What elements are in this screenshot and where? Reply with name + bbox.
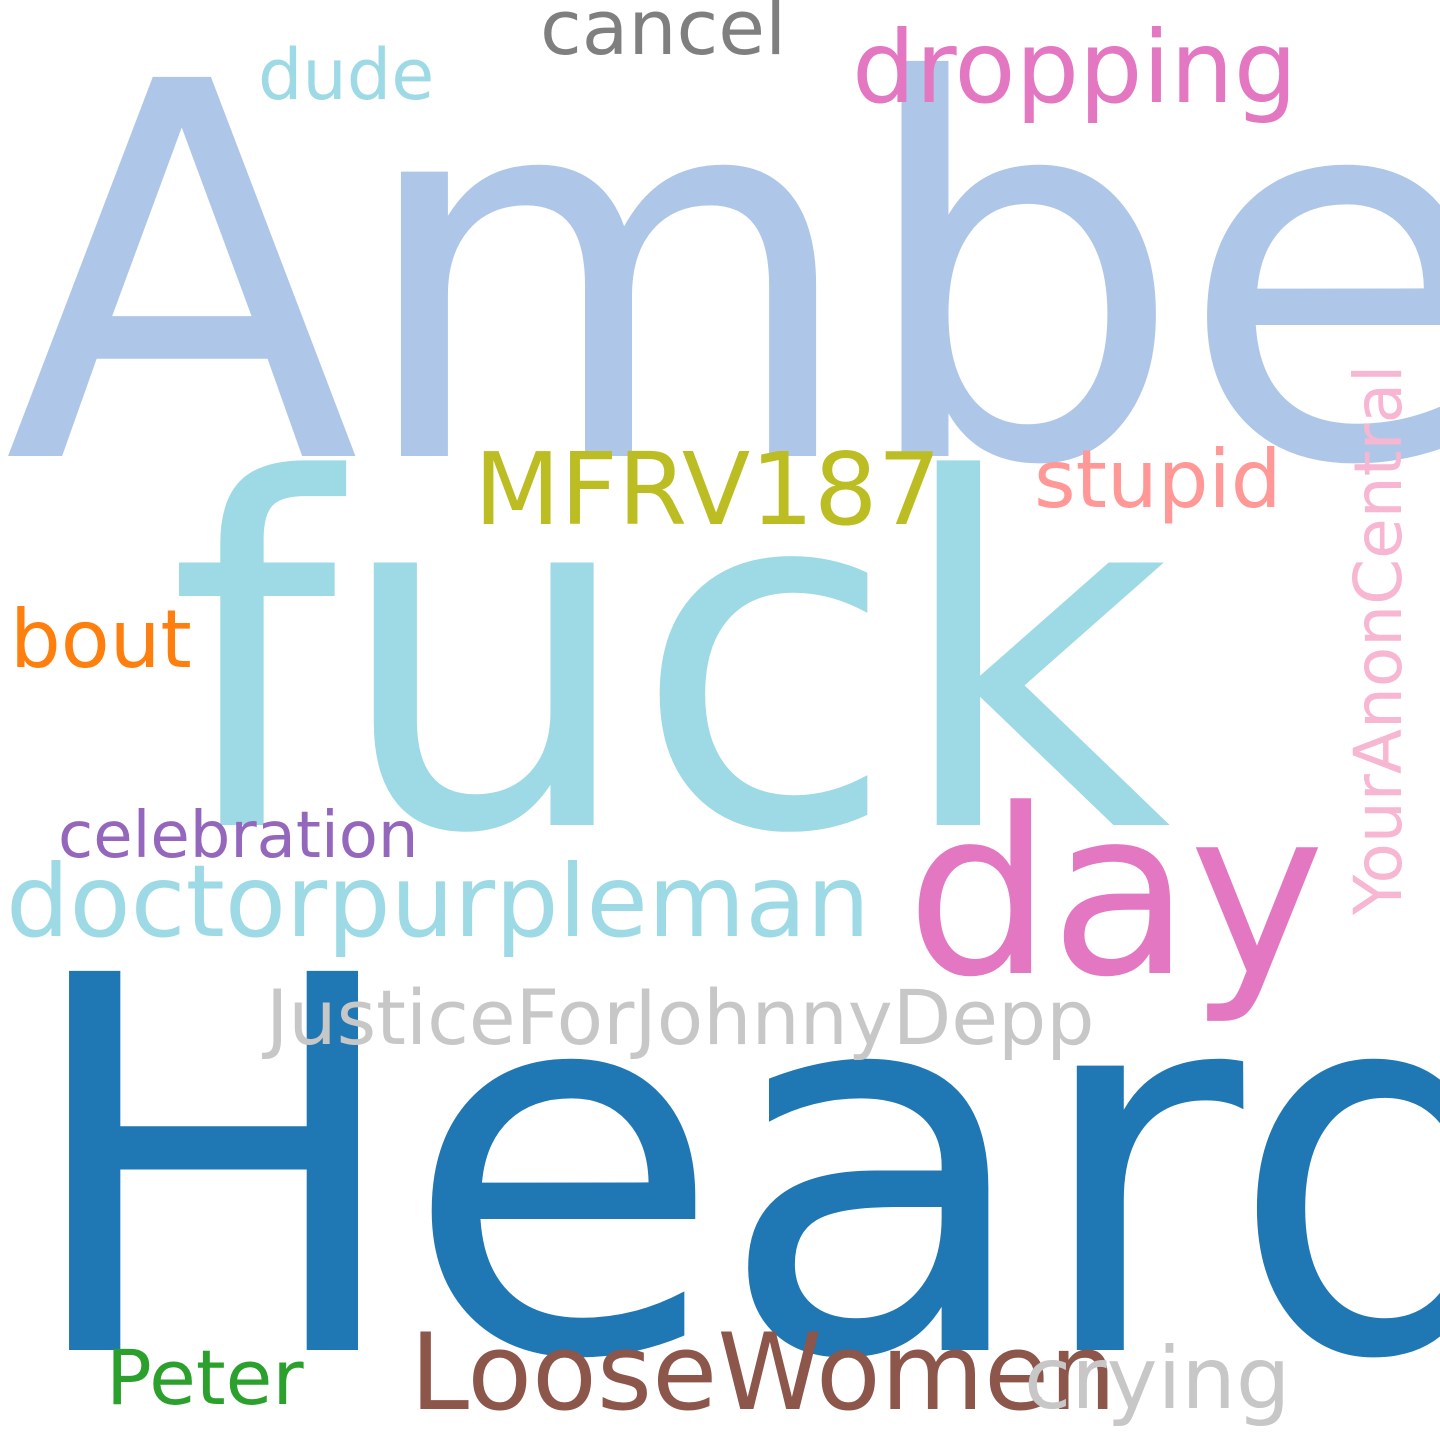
word-mfrv187: MFRV187 bbox=[474, 431, 942, 548]
word-dude: dude bbox=[258, 34, 435, 116]
word-stupid: stupid bbox=[1034, 433, 1282, 526]
word-bout: bout bbox=[10, 593, 192, 686]
word-heard: Heard bbox=[18, 867, 1440, 1440]
word-dropping: dropping bbox=[852, 9, 1298, 126]
word-justiceforjohnnydepp: JusticeForJohnnyDepp bbox=[266, 973, 1095, 1062]
word-cancel: cancel bbox=[540, 0, 787, 72]
word-crying: crying bbox=[1024, 1329, 1291, 1429]
word-celebration: celebration bbox=[58, 799, 419, 873]
word-doctorpurpleman: doctorpurpleman bbox=[6, 843, 870, 960]
word-youranoncentral: YourAnonCentral bbox=[1340, 364, 1417, 915]
word-day: day bbox=[906, 761, 1325, 1028]
word-amber: Amber bbox=[4, 0, 1440, 579]
word-fuck: fuck bbox=[168, 380, 1171, 939]
word-loosewomen: LooseWomen bbox=[410, 1311, 1117, 1434]
word-peter: Peter bbox=[106, 1333, 304, 1422]
